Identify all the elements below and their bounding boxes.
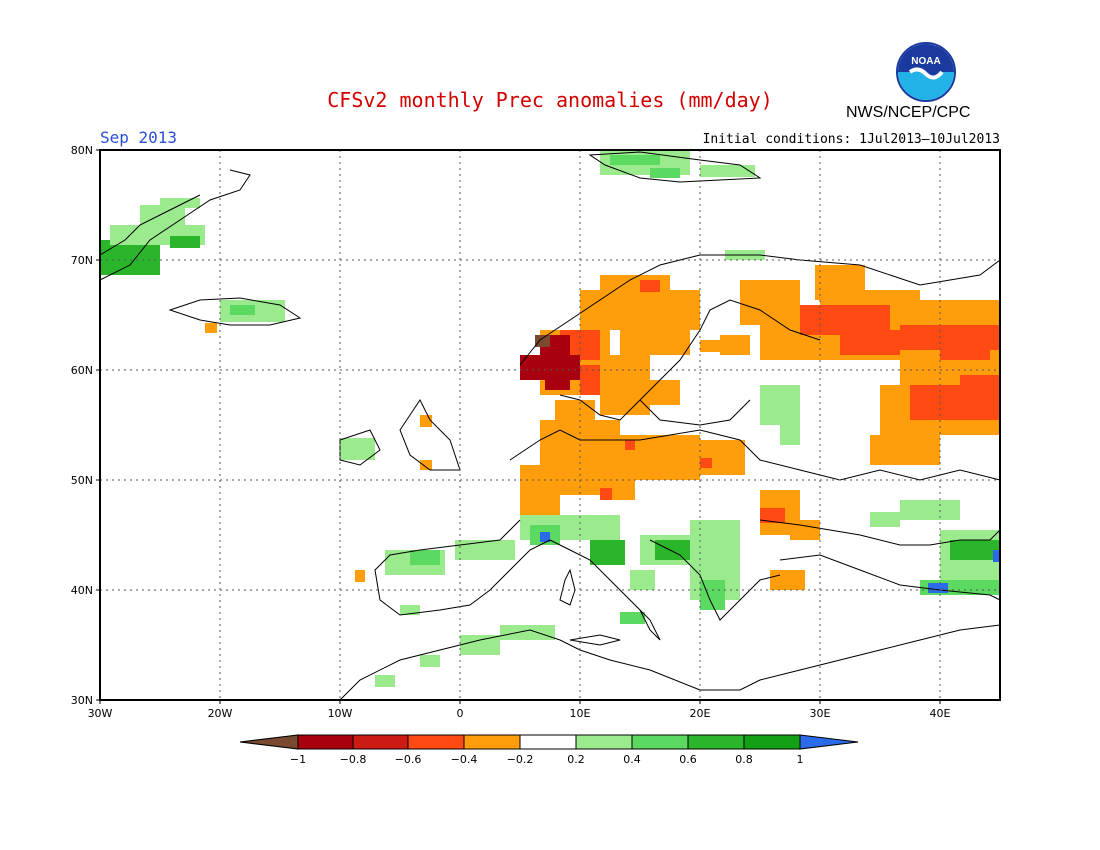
lon-label-10w: 10W — [328, 707, 353, 720]
map-frame — [99, 149, 1001, 701]
legend-swatch-above-1 — [799, 734, 859, 750]
lat-axis — [96, 149, 100, 701]
lon-label-30e: 30E — [810, 707, 831, 720]
lon-label-10e: 10E — [570, 707, 591, 720]
legend-swatch-0-6 — [687, 734, 745, 750]
legend-tick-label: 1 — [797, 753, 804, 766]
agency-label: NWS/NCEP/CPC — [846, 104, 971, 121]
legend-swatch-minus0-4 — [407, 734, 465, 750]
legend-swatch-neutral — [519, 734, 577, 750]
color-legend — [239, 734, 859, 750]
lat-label-30n: 30N — [71, 694, 93, 707]
lon-label-20e: 20E — [690, 707, 711, 720]
lat-label-60n: 60N — [71, 364, 93, 377]
legend-swatch-minus0-8 — [297, 734, 354, 750]
noaa-logo: NOAA — [896, 42, 956, 102]
coastlines — [99, 151, 1001, 701]
lat-label-50n: 50N — [71, 474, 93, 487]
graticule — [100, 150, 1000, 700]
anomaly-fills — [100, 150, 1000, 687]
lat-label-80n: 80N — [71, 144, 93, 157]
initial-conditions: Initial conditions: 1Jul2013–10Jul2013 — [702, 132, 1000, 147]
lat-label-70n: 70N — [71, 254, 93, 267]
legend-swatch-minus0-2 — [463, 734, 521, 750]
legend-tick-label: −0.8 — [340, 753, 367, 766]
legend-tick-label: −0.4 — [451, 753, 478, 766]
legend-tick-label: 0.8 — [735, 753, 753, 766]
legend-tick-label: 0.2 — [567, 753, 585, 766]
legend-swatch-0-2 — [575, 734, 633, 750]
chart-title: CFSv2 monthly Prec anomalies (mm/day) — [327, 88, 773, 112]
legend-tick-label: 0.6 — [679, 753, 697, 766]
legend-tick-label: −1 — [290, 753, 306, 766]
noaa-logo-text: NOAA — [911, 56, 940, 67]
legend-swatch-minus0-6 — [352, 734, 409, 750]
lat-label-40n: 40N — [71, 584, 93, 597]
lon-label-20w: 20W — [208, 707, 233, 720]
legend-swatch-0-4 — [631, 734, 689, 750]
legend-tick-label: −0.2 — [507, 753, 534, 766]
lon-label-40e: 40E — [930, 707, 951, 720]
legend-swatch-0-8 — [743, 734, 801, 750]
lon-label-0: 0 — [457, 707, 464, 720]
legend-tick-label: −0.6 — [395, 753, 422, 766]
legend-tick-label: 0.4 — [623, 753, 641, 766]
forecast-month: Sep 2013 — [100, 128, 178, 147]
legend-swatch-below-minus1 — [239, 734, 299, 750]
lon-axis — [99, 700, 941, 704]
lon-label-30w: 30W — [88, 707, 113, 720]
